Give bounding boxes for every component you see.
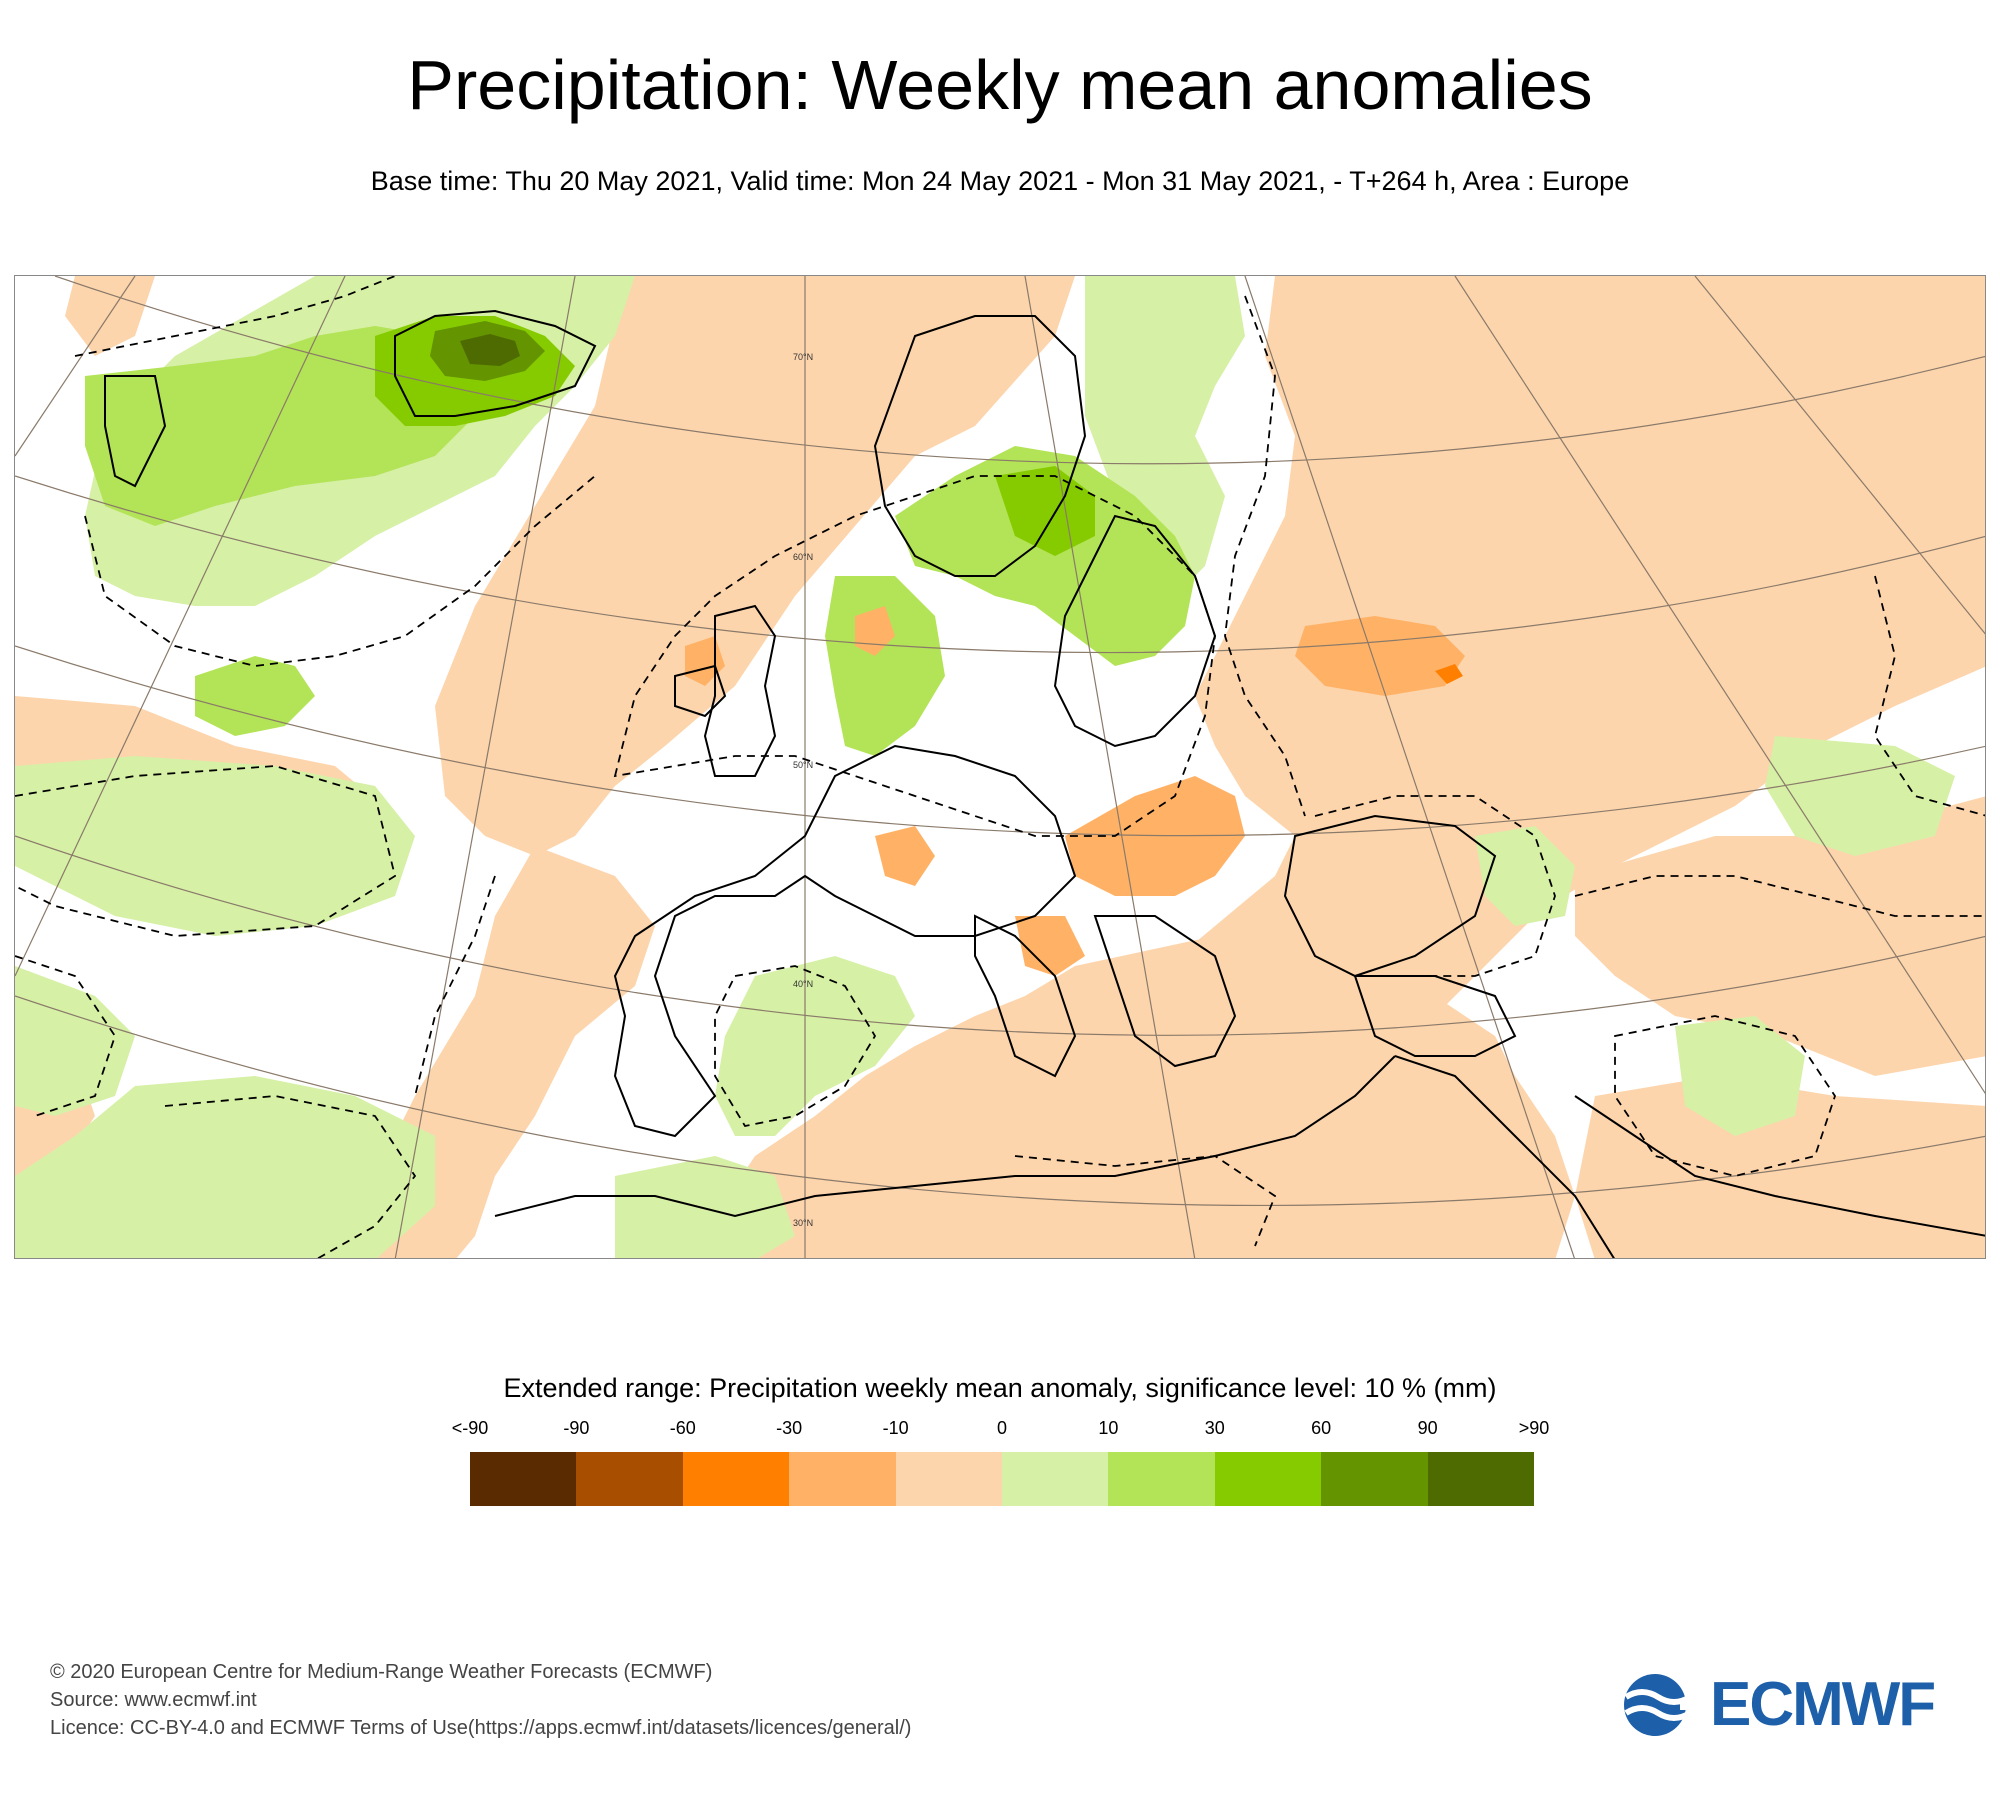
legend-swatch	[682, 1452, 790, 1506]
footer-credits: © 2020 European Centre for Medium-Range …	[50, 1658, 911, 1742]
legend-ticks: <-90 -90 -60 -30 -10 0 10 30 60 90 >90	[452, 1417, 1550, 1441]
legend-swatch	[1214, 1452, 1322, 1506]
legend-swatch	[470, 1452, 577, 1506]
legend-tick: 90	[1417, 1418, 1438, 1438]
legend-tick: 0	[996, 1418, 1008, 1438]
dry-anomaly-regions-verystrong	[1435, 664, 1463, 684]
significance-contours	[15, 276, 1985, 1258]
source-link[interactable]: Source: www.ecmwf.int	[50, 1689, 257, 1711]
legend-swatch	[789, 1452, 896, 1506]
dry-anomaly-regions-strong	[685, 606, 1465, 976]
lat-label-60: 60°N	[793, 552, 813, 562]
dry-anomaly-regions	[15, 276, 1985, 1258]
lat-label-30: 30°N	[793, 1218, 813, 1228]
map-canvas: 70°N 60°N 50°N 40°N 30°N	[15, 276, 1985, 1258]
graticule	[15, 276, 1985, 1258]
lat-label-50: 50°N	[793, 760, 813, 770]
legend-tick: <-90	[451, 1418, 489, 1438]
legend-swatch	[895, 1452, 1003, 1506]
legend-swatch	[1108, 1452, 1215, 1506]
ecmwf-logo[interactable]: ECMWF	[1620, 1670, 1960, 1740]
legend-tick: 60	[1311, 1418, 1332, 1438]
legend-swatch	[576, 1452, 683, 1506]
chart-title: Precipitation: Weekly mean anomalies	[407, 46, 1593, 124]
legend-tick: >90	[1518, 1418, 1550, 1438]
legend-tick: -10	[882, 1418, 909, 1438]
latitude-labels: 70°N 60°N 50°N 40°N 30°N	[793, 352, 813, 1228]
legend-swatch	[1002, 1452, 1109, 1506]
legend-swatch	[1427, 1452, 1535, 1506]
legend-tick: -90	[563, 1418, 590, 1438]
licence-text: Licence: CC-BY-4.0 and ECMWF Terms of Us…	[50, 1717, 912, 1739]
legend-tick: -30	[776, 1418, 803, 1438]
chart-subtitle: Base time: Thu 20 May 2021, Valid time: …	[370, 166, 1630, 196]
ecmwf-logo-icon	[1624, 1674, 1700, 1736]
lat-label-70: 70°N	[793, 352, 813, 362]
legend-tick: -60	[669, 1418, 696, 1438]
lat-label-40: 40°N	[793, 979, 813, 989]
legend-title: Extended range: Precipitation weekly mea…	[503, 1373, 1497, 1403]
copyright-text: © 2020 European Centre for Medium-Range …	[50, 1661, 713, 1683]
anomaly-map[interactable]: 70°N 60°N 50°N 40°N 30°N	[14, 275, 1986, 1259]
legend-tick: 10	[1098, 1418, 1119, 1438]
legend-colorbar	[470, 1452, 1535, 1506]
legend-tick: 30	[1204, 1418, 1225, 1438]
ecmwf-logo-text: ECMWF	[1710, 1670, 1936, 1739]
wet-anomaly-regions-extreme	[460, 334, 520, 366]
legend-swatch	[1321, 1452, 1428, 1506]
